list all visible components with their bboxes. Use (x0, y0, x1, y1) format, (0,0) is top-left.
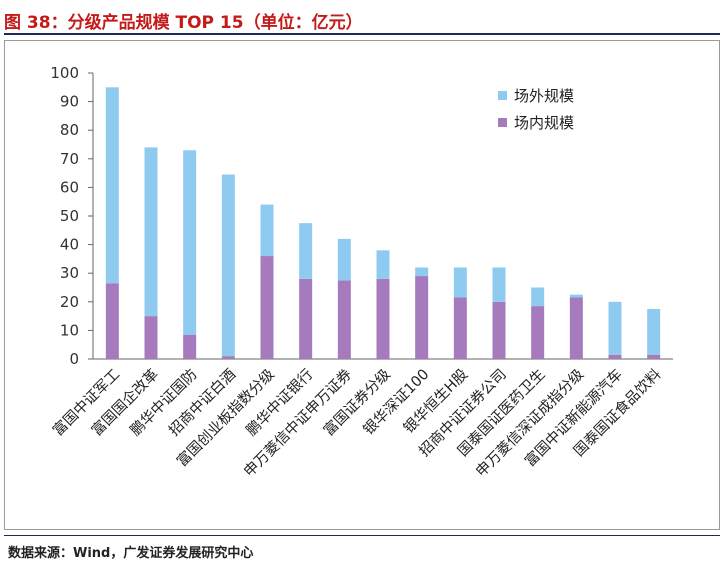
y-tick-label: 20 (60, 293, 79, 311)
bar-segment-offexchange (221, 174, 235, 357)
y-tick-label: 40 (60, 236, 79, 254)
bar-segment-offexchange (183, 150, 197, 335)
footer-divider (4, 535, 720, 536)
legend-swatch (498, 91, 507, 100)
bar-segment-onexchange (144, 316, 158, 359)
bar-segment-offexchange (260, 204, 274, 257)
y-tick-label: 100 (50, 64, 79, 82)
y-tick-label: 10 (60, 321, 79, 339)
y-tick-label: 90 (60, 93, 79, 111)
title-divider (4, 33, 720, 35)
y-tick-label: 50 (60, 207, 79, 225)
bar-segment-onexchange (299, 278, 313, 359)
stacked-bar-chart: 0102030405060708090100富国中证军工富国国企改革鹏华中证国防… (49, 64, 673, 480)
x-category-label: 富国中证军工 (49, 365, 123, 439)
y-tick-label: 0 (69, 350, 79, 368)
bar-segment-offexchange (299, 223, 313, 279)
legend-label: 场内规模 (514, 114, 574, 132)
x-category-label: 银华深证100 (360, 366, 433, 439)
bar-segment-offexchange (492, 267, 506, 302)
bar-segment-offexchange (376, 250, 390, 279)
y-tick-label: 70 (60, 150, 79, 168)
bar-segment-onexchange (376, 278, 390, 359)
source-note: 数据来源：Wind，广发证券发展研究中心 (8, 546, 254, 561)
bar-segment-offexchange (415, 267, 429, 277)
bar-segment-onexchange (453, 297, 467, 359)
y-tick-label: 80 (60, 121, 79, 139)
bar-segment-onexchange (531, 306, 545, 359)
bar-segment-onexchange (221, 356, 235, 359)
chart-frame: 0 10 20 30 40 50 60 70 80 90 100 富国中证军工 富国国企改革 鹏华中证国防… (4, 40, 720, 530)
bar-segment-onexchange (183, 334, 197, 359)
y-tick-label: 30 (60, 264, 79, 282)
bar-segment-offexchange (337, 238, 351, 281)
bar-segment-onexchange (608, 354, 622, 359)
x-category-label: 鹏华中证银行 (243, 366, 317, 440)
bar-segment-onexchange (647, 354, 661, 359)
legend-swatch (498, 118, 507, 127)
bar-segment-onexchange (260, 256, 274, 359)
x-category-label: 招商中证白酒 (166, 366, 240, 440)
y-tick-label: 60 (60, 178, 79, 196)
bar-segment-onexchange (337, 280, 351, 359)
bar-segment-offexchange (144, 147, 158, 317)
bar-segment-offexchange (569, 294, 583, 298)
bar-segment-offexchange (105, 87, 119, 284)
x-category-label: 鹏华中证国防 (127, 366, 201, 440)
bar-segment-onexchange (105, 283, 119, 359)
bar-segment-onexchange (569, 297, 583, 359)
legend-label: 场外规模 (514, 87, 574, 105)
bar-segment-offexchange (453, 267, 467, 298)
bar-segment-offexchange (531, 287, 545, 307)
bar-segment-onexchange (415, 276, 429, 359)
bar-segment-offexchange (647, 308, 661, 355)
figure-title: 图 38：分级产品规模 TOP 15（单位：亿元） (4, 13, 363, 33)
bar-segment-offexchange (608, 301, 622, 355)
bar-segment-onexchange (492, 301, 506, 359)
